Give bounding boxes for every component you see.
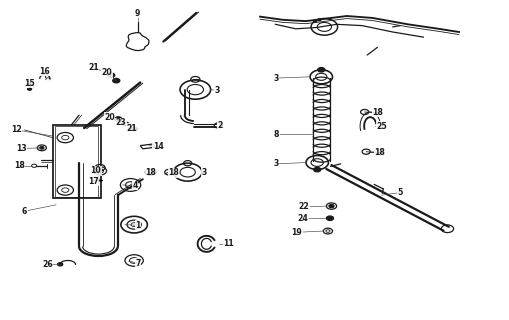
Text: 24: 24 [297, 214, 308, 223]
Text: 25: 25 [375, 122, 386, 131]
Text: 18: 18 [167, 168, 179, 177]
Circle shape [317, 68, 324, 72]
Text: 21: 21 [88, 63, 99, 72]
Circle shape [40, 147, 44, 149]
Circle shape [115, 117, 122, 121]
Text: 3: 3 [201, 168, 206, 177]
Text: 22: 22 [298, 202, 309, 211]
Text: 19: 19 [291, 228, 302, 237]
Text: 17: 17 [88, 177, 99, 186]
Text: 20: 20 [101, 68, 112, 77]
Text: 26: 26 [42, 260, 53, 269]
Circle shape [328, 204, 333, 208]
Text: 18: 18 [373, 148, 384, 157]
Text: 11: 11 [222, 239, 234, 248]
Polygon shape [140, 144, 155, 149]
Text: 5: 5 [397, 188, 402, 197]
Circle shape [58, 263, 63, 266]
Text: 16: 16 [39, 67, 50, 76]
Text: 9: 9 [135, 9, 140, 18]
Circle shape [123, 122, 129, 126]
Text: 2: 2 [217, 121, 222, 130]
Text: 18: 18 [14, 161, 25, 170]
Text: 14: 14 [152, 142, 163, 151]
Circle shape [112, 78, 120, 83]
Circle shape [107, 73, 115, 77]
Circle shape [313, 20, 316, 22]
Circle shape [317, 19, 320, 21]
Text: 15: 15 [24, 79, 35, 88]
Circle shape [27, 88, 32, 90]
Text: 3: 3 [273, 159, 278, 168]
Text: 3: 3 [273, 74, 278, 83]
Text: 4: 4 [132, 181, 137, 190]
Text: 7: 7 [135, 259, 140, 268]
Text: 18: 18 [371, 108, 382, 116]
Text: 23: 23 [116, 118, 126, 127]
Text: 12: 12 [11, 125, 22, 134]
Circle shape [326, 216, 333, 220]
Text: 10: 10 [90, 166, 101, 175]
Text: 13: 13 [16, 144, 26, 153]
Text: 6: 6 [22, 207, 27, 216]
Text: 20: 20 [104, 113, 115, 122]
Text: 21: 21 [126, 124, 137, 132]
Text: 1: 1 [135, 221, 140, 230]
Text: 8: 8 [273, 130, 278, 139]
Polygon shape [126, 33, 149, 51]
Circle shape [313, 167, 320, 172]
Circle shape [130, 127, 136, 131]
Text: 18: 18 [145, 168, 156, 177]
Text: 3: 3 [214, 86, 219, 95]
